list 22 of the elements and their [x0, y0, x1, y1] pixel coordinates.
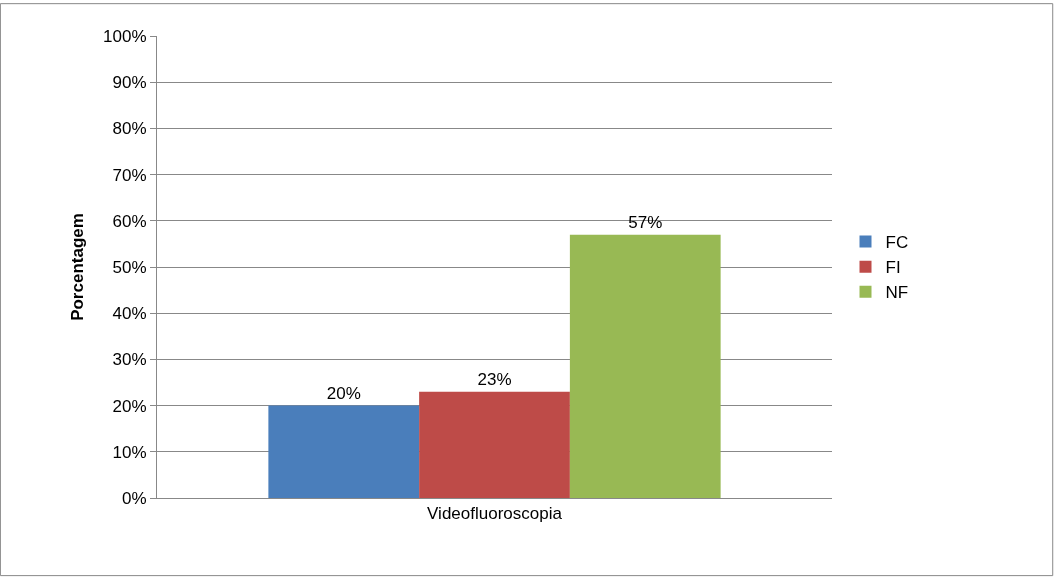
legend-label: FI [885, 258, 901, 278]
data-label: 57% [628, 212, 663, 232]
y-tick-label: 0% [122, 488, 147, 508]
y-tick-label: 10% [112, 442, 147, 462]
y-tick-label: 100% [103, 26, 147, 46]
y-tick-label: 60% [112, 211, 147, 231]
bar [569, 234, 721, 498]
y-tick-label: 30% [112, 350, 147, 370]
y-tick-label: 40% [112, 304, 147, 324]
legend-label: NF [885, 283, 909, 303]
legend-label: FC [885, 233, 909, 253]
y-axis-title: Porcentagem [67, 213, 87, 321]
bar [268, 405, 420, 498]
y-tick-label: 80% [112, 119, 147, 139]
data-label: 23% [477, 369, 512, 389]
y-tick-label: 70% [112, 165, 147, 185]
bar [419, 391, 570, 498]
y-tick-label: 20% [112, 396, 147, 416]
data-label: 20% [326, 383, 361, 403]
y-tick-label: 50% [112, 257, 147, 277]
y-tick-label: 90% [112, 73, 147, 93]
x-tick-label: Videofluoroscopia [427, 504, 563, 524]
